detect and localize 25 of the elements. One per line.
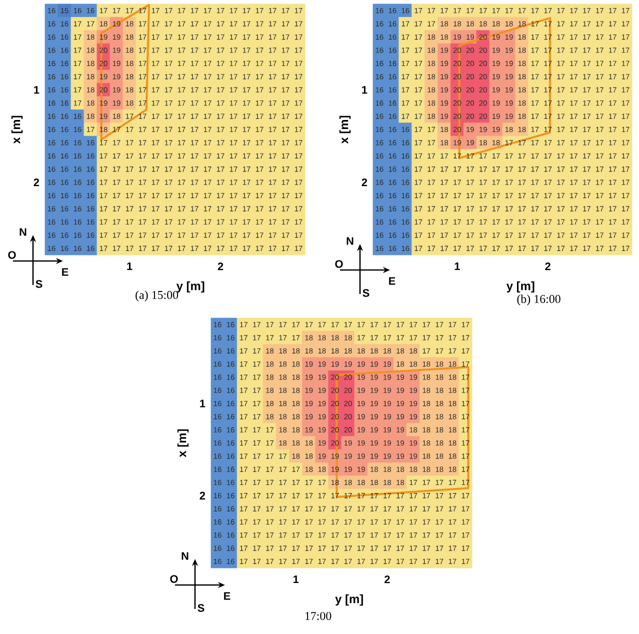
text: S [362, 289, 370, 297]
x-axis-title: y [m] [506, 281, 534, 293]
text: O [335, 260, 343, 268]
x-tick-label: 1 [127, 262, 132, 270]
text: S [36, 280, 42, 288]
y-axis-title: x [m] [177, 429, 189, 458]
text: N [182, 552, 188, 560]
y-axis-title: x [m] [11, 116, 23, 144]
text: O [8, 251, 16, 259]
text: E [62, 268, 68, 276]
x-axis-title: y [m] [176, 281, 204, 293]
text: E [224, 592, 230, 600]
text: (a) 15:00 [136, 290, 178, 302]
x-tick-label: 1 [454, 262, 460, 270]
text: (b) 16:00 [517, 294, 560, 306]
y-axis-title: x [m] [339, 116, 351, 144]
x-axis-title: y [m] [335, 594, 363, 606]
text: S [198, 604, 204, 612]
text: 17:00 [305, 612, 332, 620]
text: N [346, 237, 354, 245]
text: E [389, 277, 396, 285]
text: O [170, 575, 178, 583]
x-tick-label: 2 [218, 262, 224, 270]
text: N [20, 228, 26, 236]
x-tick-label: 2 [545, 262, 550, 270]
